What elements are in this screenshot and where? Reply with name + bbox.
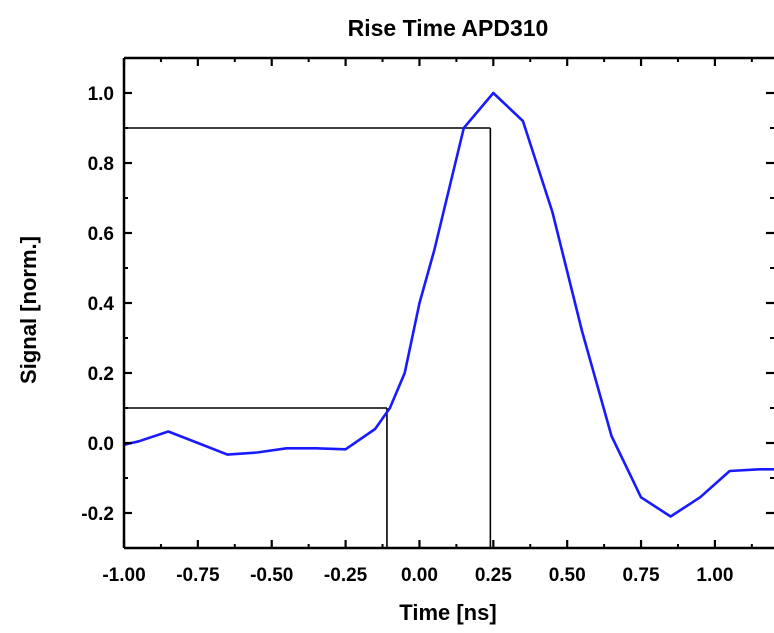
plot-frame [122,56,774,550]
y-tick-label: 0.2 [88,364,114,385]
x-tick-label: 0.75 [623,565,660,586]
y-tick-label: -0.2 [81,504,114,525]
y-tick-label: 0.4 [88,294,115,315]
x-tick-label: -0.50 [250,565,293,586]
y-tick-label: 0.8 [88,154,114,175]
x-axis-title: Time [ns] [399,600,496,625]
x-tick-label: 0.50 [549,565,586,586]
y-axis-ticks: -0.2 0.0 0.2 0.4 0.6 0.8 1.0 [81,57,774,549]
y-tick-label: 0.6 [88,224,114,245]
x-tick-label: -0.25 [324,565,368,586]
y-tick-label: 1.0 [88,84,114,105]
x-tick-label: 0.25 [475,565,512,586]
rise-time-markers [124,127,492,548]
x-tick-label: -1.00 [102,565,145,586]
y-axis-title: Signal [norm.] [16,236,41,384]
y-tick-label: 0.0 [88,434,114,455]
x-tick-label: 1.00 [696,565,733,586]
x-axis-ticks: -1.00 -0.75 -0.50 -0.25 0.00 0.25 0.50 0.75 1.00 [102,58,753,586]
signal-line [124,91,774,518]
x-tick-label: 0.00 [401,565,438,586]
chart-title: Rise Time APD310 [348,15,549,41]
x-tick-label: -0.75 [176,565,220,586]
signal-series [124,91,774,518]
